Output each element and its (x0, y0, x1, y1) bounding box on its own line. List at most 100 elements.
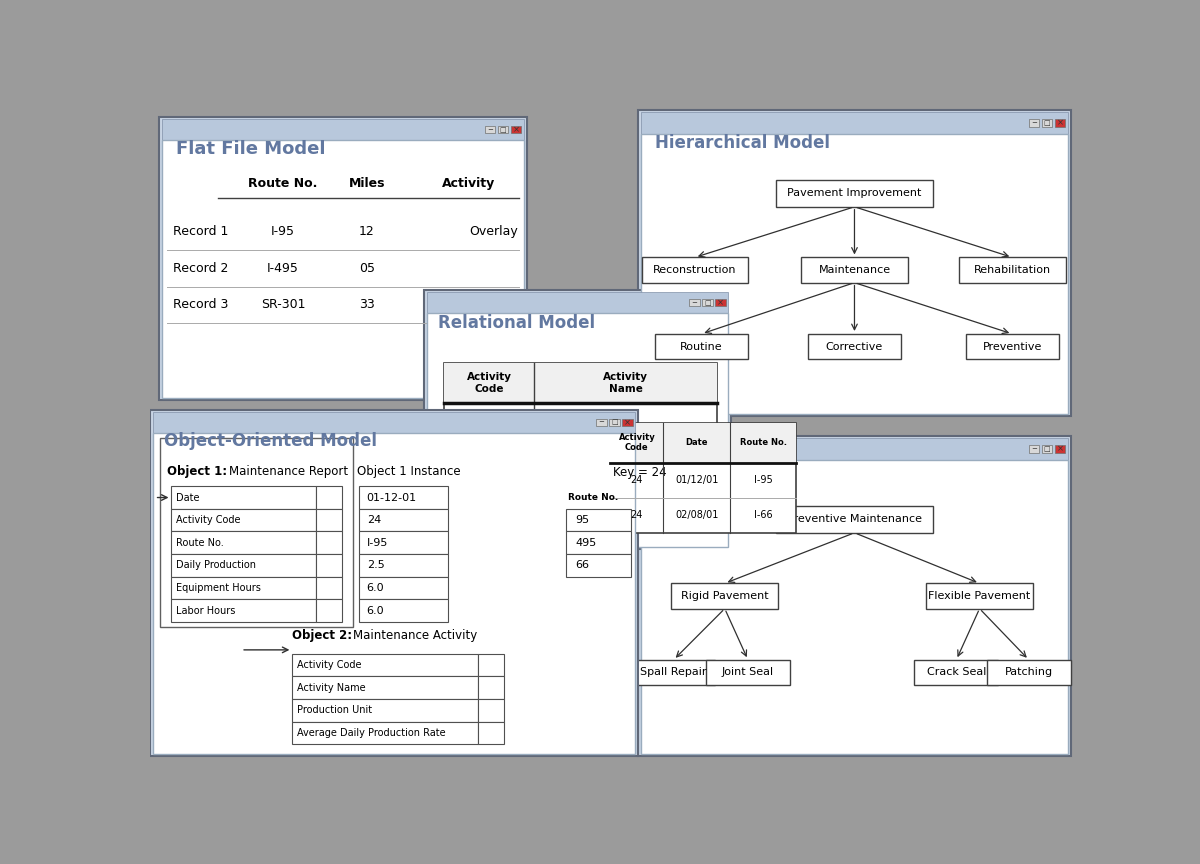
FancyBboxPatch shape (986, 660, 1070, 685)
Text: 01/12/01: 01/12/01 (676, 475, 719, 485)
FancyBboxPatch shape (172, 576, 316, 600)
FancyBboxPatch shape (638, 436, 1070, 756)
Text: Relational Model: Relational Model (438, 314, 595, 332)
Text: Date: Date (176, 492, 199, 503)
FancyBboxPatch shape (565, 531, 631, 554)
Text: □: □ (1044, 120, 1050, 126)
FancyBboxPatch shape (802, 257, 908, 283)
Text: □: □ (704, 300, 710, 306)
Text: I-66: I-66 (754, 511, 773, 520)
Text: Rehabilitation: Rehabilitation (973, 265, 1051, 275)
Text: ×: × (624, 418, 631, 427)
Text: 23: 23 (481, 413, 497, 426)
Text: Object 1:: Object 1: (167, 465, 227, 478)
Text: Maintenance: Maintenance (818, 265, 890, 275)
Text: Route No.: Route No. (569, 493, 619, 502)
Text: Activity Name: Activity Name (296, 683, 366, 693)
FancyBboxPatch shape (596, 419, 607, 426)
FancyBboxPatch shape (172, 600, 316, 622)
Text: Key = 24: Key = 24 (613, 467, 667, 480)
Text: Preventive: Preventive (983, 341, 1042, 352)
FancyBboxPatch shape (316, 600, 342, 622)
Text: Activity Code: Activity Code (296, 660, 361, 670)
Text: −: − (691, 300, 697, 306)
Text: Activity
Code: Activity Code (467, 372, 511, 394)
FancyBboxPatch shape (1055, 445, 1066, 453)
FancyBboxPatch shape (1055, 119, 1066, 127)
FancyBboxPatch shape (776, 181, 932, 206)
FancyBboxPatch shape (689, 299, 700, 306)
Text: 6.0: 6.0 (367, 606, 384, 616)
FancyBboxPatch shape (631, 660, 715, 685)
Text: Spall Repair: Spall Repair (641, 668, 707, 677)
FancyBboxPatch shape (638, 111, 1070, 416)
FancyBboxPatch shape (172, 509, 316, 531)
Text: 95: 95 (575, 515, 589, 525)
Text: 24: 24 (481, 447, 497, 460)
FancyBboxPatch shape (479, 699, 504, 721)
Text: −: − (599, 419, 605, 425)
FancyBboxPatch shape (808, 334, 901, 359)
Text: Maintenance Activity: Maintenance Activity (353, 629, 476, 642)
Text: 33: 33 (359, 298, 374, 311)
FancyBboxPatch shape (479, 677, 504, 699)
FancyBboxPatch shape (479, 721, 504, 745)
Text: −: − (1031, 120, 1037, 126)
Text: −: − (1031, 446, 1037, 452)
Text: 24: 24 (631, 475, 643, 485)
Text: 12: 12 (359, 225, 374, 238)
FancyBboxPatch shape (776, 506, 932, 533)
Text: Corrective: Corrective (826, 341, 883, 352)
Text: Flexible Pavement: Flexible Pavement (929, 591, 1031, 601)
Text: 25: 25 (481, 480, 497, 492)
FancyBboxPatch shape (642, 257, 749, 283)
Text: Object 1 Instance: Object 1 Instance (358, 465, 461, 478)
Text: Object-Oriented Model: Object-Oriented Model (164, 432, 377, 450)
Text: Overlay: Overlay (545, 447, 594, 460)
FancyBboxPatch shape (641, 112, 1068, 134)
Text: −: − (487, 127, 493, 133)
Text: 66: 66 (575, 561, 589, 570)
Text: Record 3: Record 3 (173, 298, 229, 311)
FancyBboxPatch shape (1028, 445, 1039, 453)
Text: Overlay: Overlay (469, 225, 517, 238)
FancyBboxPatch shape (444, 363, 718, 503)
FancyBboxPatch shape (316, 486, 342, 509)
FancyBboxPatch shape (172, 554, 316, 576)
Text: Miles: Miles (348, 177, 385, 190)
Text: Average Daily Production Rate: Average Daily Production Rate (296, 728, 445, 738)
Text: □: □ (611, 419, 618, 425)
Text: Production Unit: Production Unit (296, 705, 372, 715)
Text: Activity
Code: Activity Code (618, 433, 655, 453)
Text: I-495: I-495 (268, 262, 299, 275)
FancyBboxPatch shape (498, 126, 508, 133)
Text: Labor Hours: Labor Hours (176, 606, 235, 616)
FancyBboxPatch shape (610, 419, 619, 426)
FancyBboxPatch shape (511, 126, 521, 133)
FancyBboxPatch shape (172, 486, 316, 509)
FancyBboxPatch shape (316, 576, 342, 600)
FancyBboxPatch shape (316, 531, 342, 554)
Text: Joint Seal: Joint Seal (722, 668, 774, 677)
FancyBboxPatch shape (293, 699, 479, 721)
FancyBboxPatch shape (359, 600, 448, 622)
FancyBboxPatch shape (359, 486, 448, 509)
FancyBboxPatch shape (359, 509, 448, 531)
FancyBboxPatch shape (959, 257, 1066, 283)
FancyBboxPatch shape (425, 290, 731, 550)
FancyBboxPatch shape (641, 134, 1068, 415)
FancyBboxPatch shape (427, 292, 728, 314)
Text: Daily Production: Daily Production (176, 561, 256, 570)
FancyBboxPatch shape (715, 299, 726, 306)
Text: I-95: I-95 (754, 475, 773, 485)
FancyBboxPatch shape (671, 583, 779, 608)
FancyBboxPatch shape (1042, 445, 1052, 453)
Text: Date: Date (685, 438, 708, 448)
Text: Preventive Maintenance: Preventive Maintenance (787, 514, 922, 524)
Text: 495: 495 (575, 537, 596, 548)
Text: □: □ (499, 127, 506, 133)
Text: Route No.: Route No. (740, 438, 787, 448)
FancyBboxPatch shape (293, 677, 479, 699)
FancyBboxPatch shape (359, 531, 448, 554)
FancyBboxPatch shape (914, 660, 998, 685)
